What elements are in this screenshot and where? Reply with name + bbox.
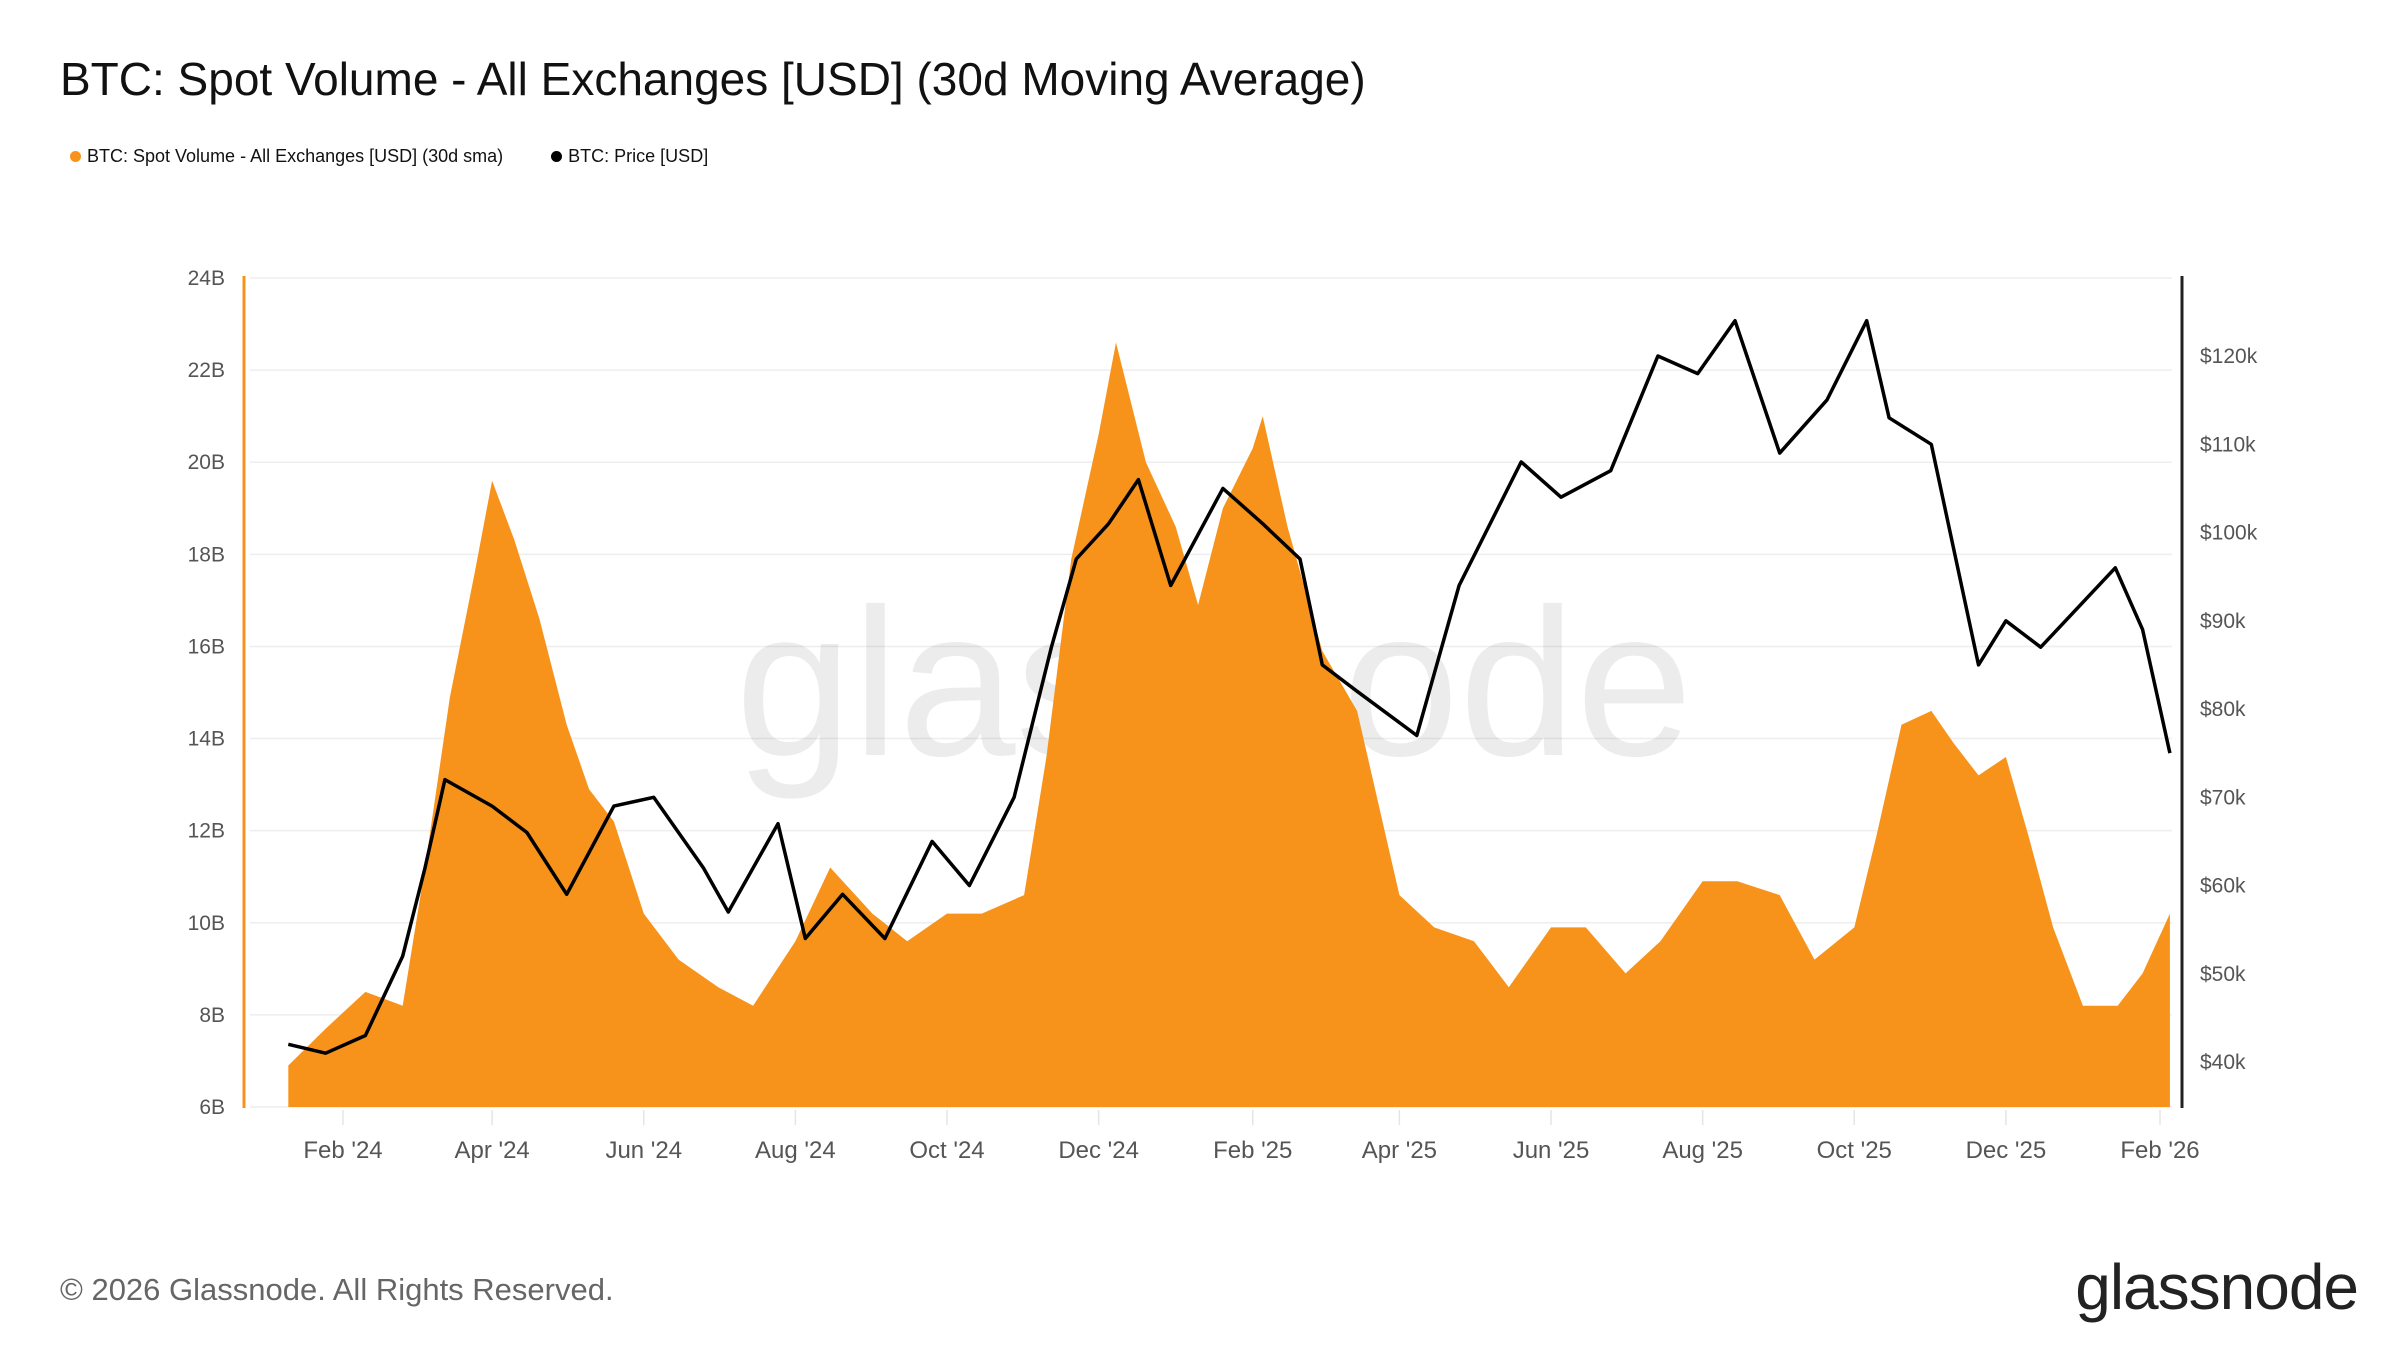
- y-left-tick-label: 16B: [188, 635, 225, 658]
- copyright: © 2026 Glassnode. All Rights Reserved.: [60, 1272, 614, 1307]
- x-tick-label: Oct '25: [1817, 1137, 1892, 1164]
- x-tick-label: Aug '25: [1662, 1137, 1743, 1164]
- y-right-tick-label: $110k: [2200, 433, 2256, 456]
- legend-swatch-volume: [70, 151, 81, 162]
- x-tick-label: Jun '24: [605, 1137, 682, 1164]
- y-left-tick-label: 14B: [188, 728, 225, 751]
- y-right-tick-label: $100k: [2200, 522, 2258, 545]
- x-tick-label: Dec '25: [1966, 1137, 2047, 1164]
- chart-title: BTC: Spot Volume - All Exchanges [USD] (…: [60, 53, 1366, 105]
- x-tick-label: Apr '24: [454, 1137, 529, 1164]
- glassnode-logo: glassnode: [2075, 1251, 2359, 1323]
- y-left-tick-label: 22B: [188, 359, 225, 382]
- y-left-tick-label: 24B: [188, 267, 225, 290]
- x-tick-label: Feb '25: [1213, 1137, 1292, 1164]
- legend-label-volume: BTC: Spot Volume - All Exchanges [USD] (…: [87, 146, 504, 166]
- price-line: [287, 318, 2172, 1055]
- x-tick-label: Dec '24: [1058, 1137, 1139, 1164]
- y-left-tick-label: 8B: [199, 1004, 225, 1027]
- y-left-tick-label: 12B: [188, 820, 225, 843]
- legend-swatch-price: [551, 151, 563, 162]
- y-right-tick-label: $40k: [2200, 1051, 2246, 1074]
- x-tick-label: Apr '25: [1362, 1137, 1437, 1164]
- y-right-tick-label: $50k: [2200, 963, 2246, 986]
- x-tick-label: Aug '24: [755, 1137, 836, 1164]
- y-right-tick-label: $90k: [2200, 610, 2246, 633]
- legend-item-price[interactable]: BTC: Price [USD]: [551, 146, 708, 167]
- volume-area: [288, 342, 2170, 1107]
- y-right-tick-label: $80k: [2200, 698, 2246, 721]
- legend-label-price: BTC: Price [USD]: [568, 146, 709, 166]
- legend-item-volume[interactable]: BTC: Spot Volume - All Exchanges [USD] (…: [70, 146, 503, 167]
- y-left-tick-label: 18B: [188, 543, 225, 566]
- x-tick-label: Oct '24: [909, 1137, 984, 1164]
- legend: BTC: Spot Volume - All Exchanges [USD] (…: [70, 146, 708, 167]
- x-tick-label: Feb '24: [303, 1137, 382, 1164]
- y-left-tick-label: 6B: [199, 1096, 225, 1119]
- y-left-tick-label: 10B: [188, 912, 225, 935]
- y-left-tick-label: 20B: [188, 451, 225, 474]
- y-right-tick-label: $70k: [2200, 786, 2246, 809]
- x-tick-label: Feb '26: [2120, 1137, 2199, 1164]
- y-right-tick-label: $120k: [2200, 345, 2258, 368]
- y-right-tick-label: $60k: [2200, 875, 2246, 898]
- x-tick-label: Jun '25: [1513, 1137, 1590, 1164]
